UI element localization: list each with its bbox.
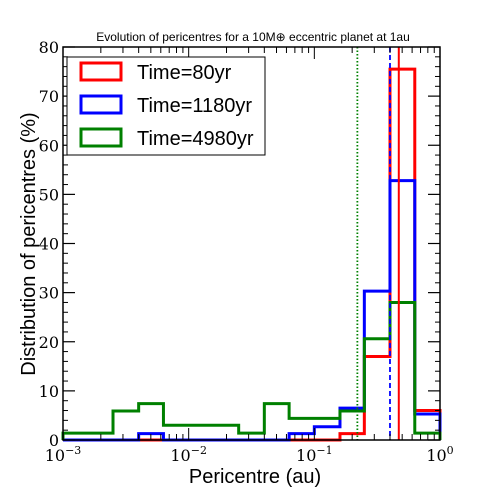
- y-tick-label: 40: [39, 235, 59, 254]
- histogram-series-time-4980yr: [61, 300, 442, 440]
- legend: Time=80yr Time=1180yr Time=4980yr: [66, 56, 266, 156]
- legend-label-time-4980yr: Time=4980yr: [137, 128, 254, 150]
- y-axis-label: Distribution of pericentres (%): [18, 112, 40, 375]
- x-axis-label: Pericentre (au): [189, 466, 321, 488]
- y-tick-label: 10: [39, 382, 59, 401]
- y-tick-label: 20: [39, 333, 59, 352]
- x-tick-label: 10−3: [45, 444, 82, 465]
- y-tick-label: 60: [39, 136, 59, 155]
- y-tick-label: 0: [49, 431, 59, 450]
- chart-title: Evolution of pericentres for a 10M⊕ ecce…: [96, 30, 410, 44]
- x-tick-label: 100: [426, 444, 453, 465]
- x-tick-label: 10−1: [296, 444, 333, 465]
- legend-label-time-1180yr: Time=1180yr: [137, 95, 252, 117]
- y-tick-label: 70: [39, 87, 59, 106]
- legend-box: [66, 56, 266, 156]
- legend-label-time-80yr: Time=80yr: [137, 62, 232, 84]
- reference-lines-layer: [356, 47, 400, 440]
- histogram-series-time-1180yr: [63, 179, 442, 442]
- axis-tick-labels-layer: 0 10 20 30 40 50 60 70 80 10−3 10−2 10−1 100: [39, 38, 454, 465]
- legend-swatch-time-80yr: [79, 61, 123, 82]
- legend-swatch-time-1180yr: [79, 94, 123, 115]
- y-tick-label: 30: [39, 284, 59, 303]
- x-tick-label: 10−2: [170, 444, 207, 465]
- legend-swatch-time-4980yr: [79, 127, 123, 148]
- y-tick-label: 80: [39, 38, 59, 57]
- y-tick-label: 50: [39, 185, 59, 204]
